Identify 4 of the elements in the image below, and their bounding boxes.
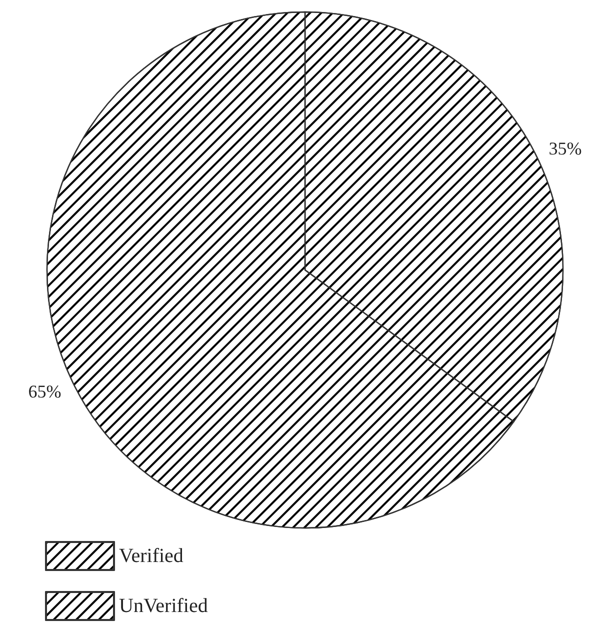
data-label: 65% xyxy=(28,382,62,402)
data-label: 35% xyxy=(548,138,582,158)
legend-label: UnVerified xyxy=(119,595,208,617)
legend-label: Verified xyxy=(119,545,184,567)
